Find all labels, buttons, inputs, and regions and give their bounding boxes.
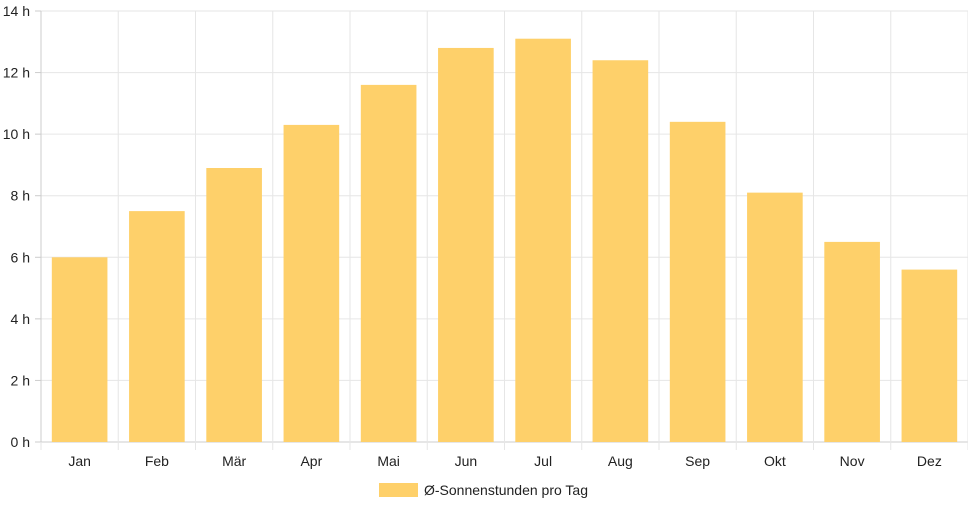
bar [206,168,262,442]
y-tick-label: 10 h [3,126,30,142]
legend-label: Ø-Sonnenstunden pro Tag [424,482,588,498]
y-tick-label: 14 h [3,3,30,19]
bar [129,211,185,442]
bar [669,121,726,442]
x-tick-label: Okt [764,453,786,469]
x-tick-label: Jun [455,453,478,469]
x-tick-label: Sep [685,453,710,469]
y-tick-label: 8 h [11,188,30,204]
x-tick-label: Dez [917,453,942,469]
bar [51,257,108,442]
x-tick-label: Apr [300,453,322,469]
y-tick-label: 0 h [11,434,30,450]
bar [515,38,571,442]
bar [592,60,649,442]
grid-lines [40,10,968,443]
x-tick-label: Mai [377,453,400,469]
x-tick-label: Aug [608,453,633,469]
bar [824,241,880,442]
x-tick-label: Feb [145,453,169,469]
x-tick-label: Nov [840,453,865,469]
x-tick-label: Mär [222,453,246,469]
axes: 0 h 2 h 4 h 6 h 8 h 10 h 12 h 14 h Jan Feb Mär Apr M… [3,3,968,469]
bar [901,269,958,442]
x-tick-label: Jul [534,453,552,469]
bar [438,47,494,442]
legend: Ø-Sonnenstunden pro Tag [379,482,588,498]
legend-swatch [379,483,418,497]
bar [283,124,340,443]
x-tick-label: Jan [68,453,91,469]
bar [360,84,417,442]
y-tick-label: 12 h [3,65,30,81]
y-tick-label: 6 h [11,249,30,265]
y-tick-label: 2 h [11,372,30,388]
y-tick-label: 4 h [11,311,30,327]
bars [51,38,958,443]
bar [747,192,803,442]
